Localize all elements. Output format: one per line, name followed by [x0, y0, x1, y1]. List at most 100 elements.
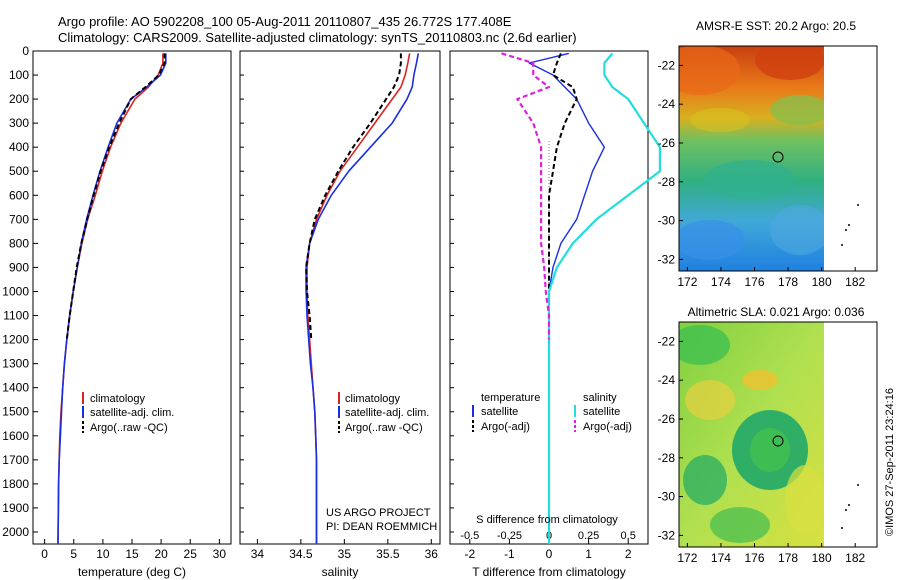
y-tick-label: 1900: [2, 501, 29, 515]
map-x-tick-label: 176: [744, 551, 764, 565]
x2-tick-label: 0.5: [621, 530, 636, 542]
y-tick-label: 0: [22, 44, 29, 58]
y-tick-label: 300: [9, 116, 29, 130]
t-difference-xlabel: T difference from climatology: [472, 565, 626, 579]
sla-map-axes: 172 174 176 178 180 182 -22 -24 -26 -28 -30 -32: [658, 334, 866, 565]
x-tick-label: 0: [546, 547, 553, 561]
temperature-plot: 0 5 10 15 20 25 300100200300400500600700800900…: [2, 44, 226, 561]
series-line: [528, 52, 606, 544]
map-x-tick-label: 174: [711, 551, 731, 565]
sst-map-image: [679, 46, 824, 271]
y-tick-label: 1000: [2, 284, 29, 298]
x-tick-label: 25: [184, 547, 198, 561]
x-tick-label: 34.5: [289, 547, 313, 561]
map-x-tick-label: 176: [744, 275, 764, 289]
salinity-xlabel: salinity: [322, 565, 359, 579]
legend-temp-satellite: satellite: [481, 406, 518, 418]
map-y-tick-label: -28: [658, 451, 676, 465]
sla-map-frame: [678, 321, 878, 548]
series-line: [305, 53, 402, 340]
y-tick-label: 600: [9, 188, 29, 202]
x-tick-label: -1: [504, 547, 515, 561]
y-tick-label: 2000: [2, 525, 29, 539]
series-line: [305, 53, 420, 544]
map-y-tick-label: -30: [658, 490, 676, 504]
map-y-tick-label: -32: [658, 528, 676, 542]
map-x-tick-label: 178: [778, 275, 798, 289]
salinity-panel-frame: [239, 50, 441, 545]
map-y-tick-label: -22: [658, 334, 676, 348]
map-y-tick-label: -32: [658, 252, 676, 266]
salinity-legend: climatology satellite-adj. clim. Argo(..…: [338, 392, 429, 434]
x-tick-label: 5: [70, 547, 77, 561]
sst-map-title: AMSR-E SST: 20.2 Argo: 20.5: [696, 19, 856, 33]
sla-argo-marker: [772, 435, 784, 447]
y-tick-label: 1500: [2, 405, 29, 419]
x-tick-label: 15: [125, 547, 139, 561]
map-x-tick-label: 180: [812, 551, 832, 565]
y-tick-label: 800: [9, 236, 29, 250]
header-line-2: Climatology: CARS2009. Satellite-adjuste…: [58, 30, 577, 45]
y-tick-label: 1300: [2, 357, 29, 371]
header-line-1: Argo profile: AO 5902208_100 05-Aug-2011…: [58, 14, 512, 29]
x-tick-label: 2: [625, 547, 632, 561]
y-tick-label: 500: [9, 164, 29, 178]
x-tick-label: 36: [425, 547, 439, 561]
y-tick-label: 1600: [2, 429, 29, 443]
difference-plot: -2 -1 0 1 2-0.5 -0.25 0 0.25 0.5: [450, 50, 662, 561]
pi-label: PI: DEAN ROEMMICH: [326, 521, 437, 533]
map-x-tick-label: 178: [778, 551, 798, 565]
x-tick-label: 10: [96, 547, 110, 561]
y-tick-label: 200: [9, 92, 29, 106]
sla-map-title: Altimetric SLA: 0.021 Argo: 0.036: [688, 305, 865, 319]
y-tick-label: 1100: [3, 309, 29, 323]
x2-tick-label: -0.5: [460, 530, 479, 542]
x-tick-label: 1: [585, 547, 592, 561]
map-y-tick-label: -28: [658, 175, 676, 189]
series-line: [306, 53, 411, 544]
map-y-tick-label: -26: [658, 136, 676, 150]
series-line: [57, 53, 164, 545]
map-y-tick-label: -24: [658, 373, 676, 387]
x-tick-label: 35.5: [376, 547, 400, 561]
difference-legend: temperature satellite Argo(-adj) salinit…: [472, 392, 632, 433]
project-label: US ARGO PROJECT: [326, 507, 431, 519]
y-tick-label: 1400: [2, 381, 29, 395]
sst-islands: [841, 204, 859, 246]
map-x-tick-label: 182: [845, 275, 865, 289]
sst-map-frame: [678, 45, 878, 272]
map-y-tick-label: -24: [658, 97, 676, 111]
sla-map-image: [679, 322, 824, 547]
imos-credit: ©IMOS 27-Sep-2011 23:24:16: [884, 388, 896, 536]
temperature-panel-frame: [32, 50, 232, 545]
map-x-tick-label: 180: [812, 275, 832, 289]
legend-sal-satellite: satellite: [583, 406, 620, 418]
legend-salinity-title: salinity: [583, 392, 617, 404]
legend-satellite-adj: satellite-adj. clim.: [345, 407, 429, 419]
x-tick-label: 30: [213, 547, 227, 561]
y-tick-label: 900: [9, 260, 29, 274]
map-x-tick-label: 182: [845, 551, 865, 565]
x-tick-label: 0: [41, 547, 48, 561]
legend-argo: Argo(..raw -QC): [90, 422, 168, 434]
series-line: [547, 52, 662, 544]
legend-climatology: climatology: [90, 393, 146, 405]
series-line: [548, 53, 578, 340]
map-x-tick-label: 174: [711, 275, 731, 289]
map-y-tick-label: -30: [658, 214, 676, 228]
s-difference-xlabel: S difference from climatology: [476, 514, 618, 526]
map-x-tick-label: 172: [677, 275, 697, 289]
legend-climatology: climatology: [345, 393, 401, 405]
y-tick-label: 100: [9, 68, 29, 82]
temperature-legend: climatology satellite-adj. clim. Argo(..…: [82, 392, 174, 434]
legend-temp-argo: Argo(-adj): [481, 421, 530, 433]
sst-argo-marker: [772, 151, 784, 163]
map-y-tick-label: -22: [658, 58, 676, 72]
legend-temperature-title: temperature: [481, 392, 540, 404]
x2-tick-label: -0.25: [497, 530, 522, 542]
legend-sal-argo: Argo(-adj): [583, 421, 632, 433]
map-x-tick-label: 172: [677, 551, 697, 565]
y-tick-label: 700: [9, 212, 29, 226]
temperature-xlabel: temperature (deg C): [78, 565, 186, 579]
